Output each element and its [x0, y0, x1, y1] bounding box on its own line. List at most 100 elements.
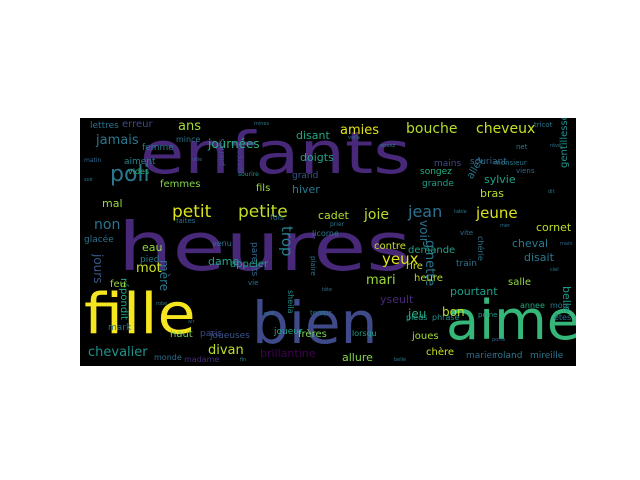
word: main [560, 241, 573, 247]
word-cloud: heures enfants fille bien aime petit pet… [80, 118, 576, 366]
word: nuit [264, 311, 274, 317]
word: contre [374, 241, 406, 252]
word: allure [342, 351, 373, 364]
word: fils [256, 183, 271, 194]
word: pierres [217, 138, 226, 166]
word: jours [91, 254, 105, 284]
word: glacée [84, 235, 114, 245]
word: vides [128, 167, 150, 176]
word: feu [110, 279, 127, 290]
word: grand [292, 171, 319, 181]
word: temps [310, 309, 332, 317]
word: train [456, 259, 477, 269]
word: bras [480, 187, 504, 200]
word: heure [414, 273, 443, 284]
word: bien [252, 289, 378, 357]
word: belle [394, 357, 407, 363]
word: amies [340, 123, 380, 138]
word: fille [84, 280, 196, 347]
word: brillantine [260, 347, 316, 360]
word: haut [170, 329, 193, 340]
word: aime [446, 289, 576, 352]
word: joueur [274, 327, 303, 337]
word: jean [408, 202, 443, 221]
word: air [188, 319, 195, 325]
word: cheval [512, 237, 549, 250]
word: mari [366, 273, 396, 288]
word: cheveux [476, 121, 536, 137]
word: pourtant [450, 285, 498, 298]
word: yseult [380, 293, 414, 306]
word: femme [142, 143, 174, 153]
word: sourire [238, 171, 259, 178]
word: licorne [312, 229, 339, 238]
word: table [454, 209, 467, 215]
word: mère [157, 260, 171, 292]
word: non [94, 217, 121, 233]
word: annee [520, 301, 545, 310]
word: dame [208, 255, 240, 268]
word: joues [412, 331, 439, 342]
word: cornet [536, 221, 572, 234]
word: mince [176, 135, 201, 144]
word: aiment [124, 157, 156, 167]
word: soir [84, 177, 94, 183]
word: voilà [348, 135, 360, 141]
word: madame [184, 355, 220, 364]
word: ciel [550, 267, 559, 273]
word: amour [380, 143, 397, 149]
word: disait [524, 251, 554, 264]
word: eau [142, 241, 163, 254]
word: êtes [554, 313, 572, 322]
word: monsieur [494, 159, 527, 167]
word: jeune [476, 204, 518, 222]
word: chère [426, 347, 455, 358]
word: cadet [318, 209, 349, 222]
word: disant [296, 129, 330, 142]
word: petite [238, 202, 288, 222]
word: sylvie [484, 173, 516, 186]
word: jamais [96, 133, 139, 148]
word: mois [550, 301, 570, 310]
word: trop [278, 226, 296, 257]
word: jeu [408, 307, 427, 321]
word: rêve [550, 143, 562, 149]
word: bon [442, 305, 465, 319]
word: joie [364, 207, 389, 223]
word: matin [84, 157, 102, 164]
word: lettres [90, 121, 119, 131]
word: phrase [432, 313, 460, 322]
word: gentillesse [559, 118, 570, 168]
word: pieds [406, 313, 428, 322]
word: fin [240, 357, 247, 363]
word: garçon [235, 144, 244, 172]
word: pied [140, 255, 160, 265]
word: sheila [286, 290, 295, 314]
word: monde [154, 353, 182, 362]
word: mireille [530, 351, 564, 361]
word: porte [492, 337, 506, 343]
word: dit [548, 189, 555, 195]
word: net [516, 143, 528, 151]
word: chevalier [88, 345, 148, 360]
word: venu [212, 239, 232, 248]
word: fois [270, 213, 285, 222]
word: doigts [300, 151, 334, 164]
word: robe [156, 301, 168, 307]
word: vie [248, 279, 259, 287]
word: hiver [292, 183, 320, 196]
word: enfants [140, 119, 411, 187]
word: prier [330, 221, 345, 228]
word: heures [118, 208, 412, 287]
word: poli [110, 162, 150, 187]
word: mal [102, 197, 123, 210]
word: ville [192, 157, 203, 163]
word: plaire [309, 256, 317, 276]
word: peine [478, 311, 498, 319]
word: femmes [160, 179, 201, 190]
word: tricot [534, 121, 553, 129]
word: voir [417, 220, 431, 243]
word: bouche [406, 121, 458, 137]
word: tête [322, 287, 333, 293]
word: mark [108, 323, 132, 333]
